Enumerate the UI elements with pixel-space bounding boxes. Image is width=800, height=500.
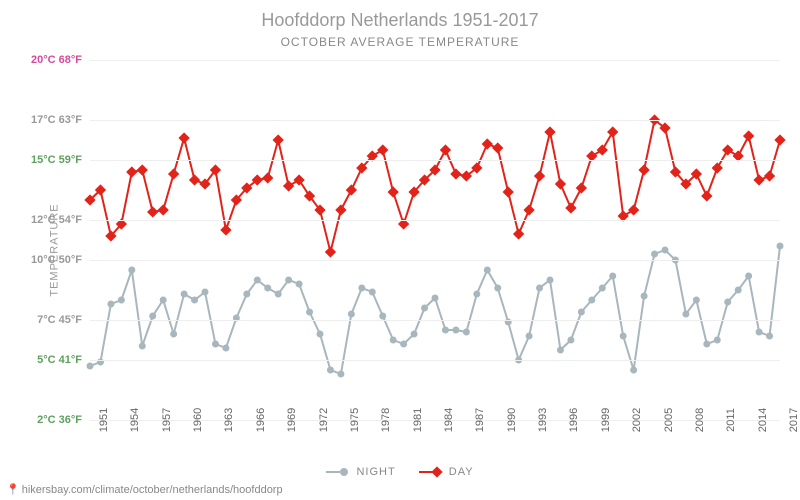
y-tick-label: 15°C 59°F xyxy=(31,154,90,166)
y-tick-label: 17°C 63°F xyxy=(31,114,90,126)
x-tick-label: 1963 xyxy=(215,408,235,432)
legend-marker-icon xyxy=(431,466,442,477)
y-tick-label: 20°C 68°F xyxy=(31,54,90,66)
legend-marker-icon xyxy=(340,468,348,476)
y-tick-label: 2°C 36°F xyxy=(37,414,90,426)
x-tick-label: 1978 xyxy=(372,408,392,432)
x-tick-label: 1957 xyxy=(153,408,173,432)
chart-svg xyxy=(90,60,780,420)
x-tick-label: 1972 xyxy=(310,408,330,432)
x-tick-label: 1984 xyxy=(435,408,455,432)
map-pin-icon: 📍 xyxy=(6,484,20,496)
legend-item-day: DAY xyxy=(419,466,474,478)
x-tick-label: 1999 xyxy=(592,408,612,432)
x-tick-label: 2005 xyxy=(655,408,675,432)
y-tick-label: 7°C 45°F xyxy=(37,314,90,326)
x-tick-label: 1969 xyxy=(278,408,298,432)
legend-label: NIGHT xyxy=(356,466,395,478)
plot-area: 2°C 36°F5°C 41°F7°C 45°F10°C 50°F12°C 54… xyxy=(90,60,780,420)
source-url: hikersbay.com/climate/october/netherland… xyxy=(22,484,283,496)
legend-label: DAY xyxy=(449,466,474,478)
chart-title: Hoofddorp Netherlands 1951-2017 xyxy=(0,0,800,31)
x-tick-label: 1996 xyxy=(560,408,580,432)
chart-subtitle: OCTOBER AVERAGE TEMPERATURE xyxy=(0,31,800,49)
x-tick-label: 1966 xyxy=(247,408,267,432)
legend: NIGHT DAY xyxy=(0,466,800,478)
x-tick-label: 2017 xyxy=(780,408,800,432)
x-tick-label: 1954 xyxy=(121,408,141,432)
x-tick-label: 2002 xyxy=(623,408,643,432)
x-tick-label: 1975 xyxy=(341,408,361,432)
y-tick-label: 5°C 41°F xyxy=(37,354,90,366)
x-tick-label: 1951 xyxy=(90,408,110,432)
x-tick-label: 1990 xyxy=(498,408,518,432)
x-tick-label: 2014 xyxy=(749,408,769,432)
chart-container: Hoofddorp Netherlands 1951-2017 OCTOBER … xyxy=(0,0,800,500)
x-tick-label: 1981 xyxy=(404,408,424,432)
source-attribution: 📍hikersbay.com/climate/october/netherlan… xyxy=(6,483,283,496)
x-tick-label: 1993 xyxy=(529,408,549,432)
legend-item-night: NIGHT xyxy=(326,466,395,478)
x-tick-label: 2011 xyxy=(717,408,737,432)
y-tick-label: 10°C 50°F xyxy=(31,254,90,266)
x-tick-label: 1960 xyxy=(184,408,204,432)
x-tick-label: 2008 xyxy=(686,408,706,432)
x-tick-label: 1987 xyxy=(466,408,486,432)
legend-line-icon xyxy=(326,471,340,473)
y-tick-label: 12°C 54°F xyxy=(31,214,90,226)
